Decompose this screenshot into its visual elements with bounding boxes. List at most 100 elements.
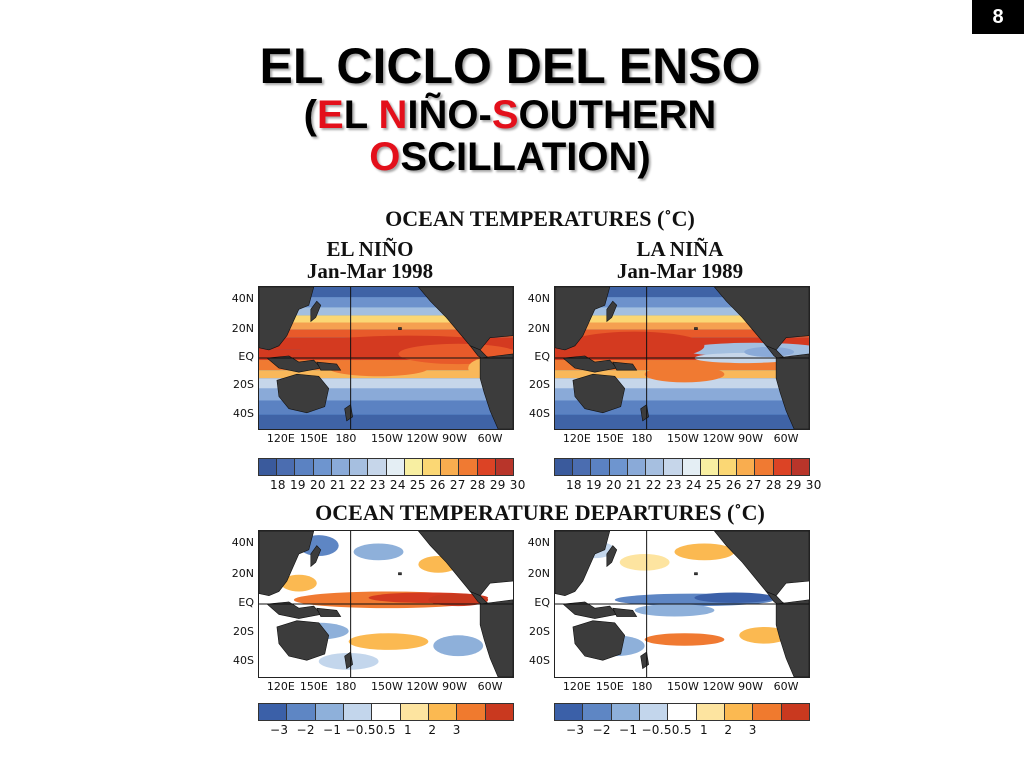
lon-label: 120W (406, 680, 439, 693)
colorbar-swatch (583, 704, 612, 720)
colorbar-swatch (591, 459, 610, 475)
lon-label: 150W (371, 680, 403, 693)
land-asia (259, 531, 315, 596)
land-newg (316, 607, 342, 617)
lon-label: 60W (477, 432, 503, 445)
land-aus (276, 373, 330, 414)
land-hawaii (694, 572, 698, 576)
lon-label: 120W (702, 432, 735, 445)
colorbar-swatch (495, 459, 514, 475)
lat-label: 20N (231, 566, 254, 580)
lat-label: 40S (529, 406, 550, 420)
title-line-1: EL CICLO DEL ENSO (259, 38, 761, 94)
lat-label: 40N (231, 536, 254, 550)
land-japan (310, 300, 322, 323)
title-text: IÑO- (407, 93, 492, 137)
land-aus (572, 620, 626, 661)
colorbar-swatch (404, 459, 423, 475)
colorbar-swatch (477, 459, 496, 475)
section-title-departures: OCEAN TEMPERATURE DEPARTURES (˚C) (315, 500, 765, 525)
land-aus (572, 373, 626, 414)
colorbar-swatch (485, 704, 513, 720)
colorbar-swatch (668, 704, 697, 720)
lat-label: 40S (529, 654, 550, 668)
colorbar-swatch (441, 459, 460, 475)
colorbar-swatch (791, 459, 810, 475)
colorbar-swatch (700, 459, 719, 475)
colorbar-swatch (295, 459, 314, 475)
colorbar-departure-labels: −3 −2 −1 −0.50.5 1 2 3 (270, 723, 461, 737)
land-asia (555, 531, 611, 596)
land-japan (310, 545, 322, 568)
colorbar-swatch (277, 459, 296, 475)
colorbar-swatch (724, 704, 754, 720)
lon-label: 150E (299, 432, 328, 445)
colorbar-swatch (737, 459, 756, 475)
lon-label: 60W (773, 432, 799, 445)
title-acronym-letter: E (317, 93, 344, 137)
land-indo (562, 355, 618, 373)
lon-label: 90W (738, 680, 763, 693)
colorbar-departure (554, 703, 810, 721)
colorbar-swatch (386, 459, 405, 475)
colorbar-swatch (287, 704, 316, 720)
colorbar-swatch (372, 704, 401, 720)
land-indo (562, 601, 618, 619)
colorbar-swatch (639, 704, 669, 720)
lon-label: 60W (773, 680, 799, 693)
lat-label: 20N (527, 321, 550, 335)
land-samer (479, 599, 513, 677)
colorbar-swatch (682, 459, 701, 475)
colorbar-swatch (696, 704, 725, 720)
lon-label: 120W (702, 680, 735, 693)
lat-label: EQ (238, 596, 254, 609)
title-text: ( (303, 93, 317, 137)
colorbar-swatch (555, 704, 584, 720)
lon-label: 150E (595, 680, 624, 693)
colorbar-swatch (259, 704, 288, 720)
title-line-3: OSCILLATION) (150, 136, 870, 178)
colorbar-temperature (554, 458, 810, 476)
lon-label: 150W (667, 680, 699, 693)
lon-label: 150E (595, 432, 624, 445)
map-temp-la-nina (554, 286, 810, 430)
land-asia (555, 287, 611, 351)
colorbar-swatch (400, 704, 429, 720)
lon-label: 180 (631, 432, 653, 445)
land-samer (479, 353, 513, 429)
lon-label: 120E (266, 680, 295, 693)
colorbar-swatch (781, 704, 809, 720)
colorbar-swatch (611, 704, 640, 720)
lon-label: 120E (562, 680, 591, 693)
colorbar-swatch (627, 459, 647, 475)
colorbar-swatch (664, 459, 683, 475)
map-departure-el-nino (258, 530, 514, 678)
land-newg (316, 361, 342, 371)
land-aus (276, 620, 330, 661)
title-text: SCILLATION) (400, 135, 651, 179)
land-samer (775, 599, 809, 677)
lat-label: 40S (233, 654, 254, 668)
land-newg (612, 361, 638, 371)
colorbar-swatch (259, 459, 278, 475)
lat-label: 20S (529, 378, 550, 392)
lat-label: 40N (527, 291, 550, 305)
colorbar-swatch (315, 704, 344, 720)
land-asia (259, 287, 315, 351)
lat-label: EQ (534, 350, 550, 363)
colorbar-swatch (313, 459, 332, 475)
land-hawaii (398, 327, 402, 330)
lon-label: 120E (266, 432, 295, 445)
lat-label: EQ (238, 350, 254, 363)
colorbar-swatch (573, 459, 592, 475)
colorbar-swatch (773, 459, 792, 475)
panel-name: EL NIÑO (326, 237, 414, 261)
title-line-2: (EL NIÑO-SOUTHERN (150, 94, 870, 136)
lon-label: 180 (335, 680, 357, 693)
lat-label: 20S (233, 625, 254, 639)
colorbar-swatch (555, 459, 574, 475)
land-newg (612, 607, 638, 617)
lon-label: 150E (299, 680, 328, 693)
colorbar-temperature-labels: 18 19 20 21 22 23 24 25 26 27 28 29 30 (566, 478, 822, 492)
colorbar-swatch (609, 459, 628, 475)
